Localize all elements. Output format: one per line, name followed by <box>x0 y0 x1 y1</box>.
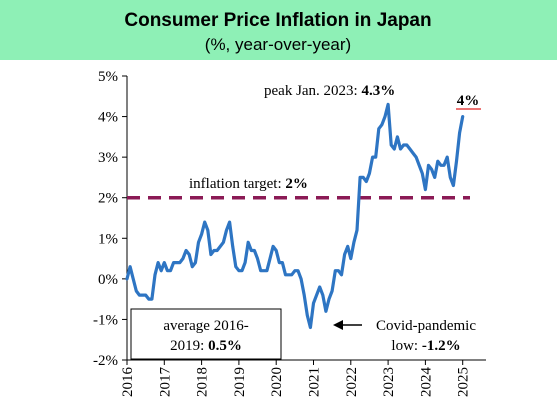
series-group <box>125 102 465 330</box>
y-tick-label: 0% <box>98 272 118 288</box>
y-tick-label: -1% <box>93 312 118 328</box>
average-line1: average 2016- <box>163 318 248 334</box>
target-annotation: inflation target: 2% <box>189 176 308 192</box>
x-tick-label: 2018 <box>195 367 211 397</box>
latest-value-label: 4% <box>457 93 480 109</box>
x-tick-label: 2019 <box>232 367 248 397</box>
y-tick-label: 5% <box>98 69 118 85</box>
peak-annotation-text: peak Jan. 2023: <box>264 83 361 99</box>
y-tick-label: -2% <box>93 353 118 369</box>
y-tick-label: 2% <box>98 191 118 207</box>
x-tick-label: 2017 <box>157 367 173 398</box>
target-annotation-text: inflation target: <box>189 176 285 192</box>
average-line2-text: 2019: <box>170 338 208 354</box>
y-tick-label: 4% <box>98 110 118 126</box>
y-axis-tick-labels: -2% -1% 0% 1% 2% 3% 4% 5% <box>93 69 118 369</box>
y-tick-label: 1% <box>98 231 118 247</box>
covid-line2-text: low: <box>391 338 421 354</box>
x-tick-label: 2016 <box>120 367 136 398</box>
chart-title: Consumer Price Inflation in Japan <box>124 10 431 31</box>
y-tick-label: 3% <box>98 150 118 166</box>
average-line2: 2019: 0.5% <box>170 338 242 354</box>
x-tick-label: 2025 <box>456 367 472 397</box>
covid-line2: low: -1.2% <box>391 338 460 354</box>
average-value: 0.5% <box>208 338 242 354</box>
covid-line1: Covid-pandemic <box>376 318 476 334</box>
average-box <box>130 308 282 360</box>
axes <box>122 75 486 365</box>
target-annotation-value: 2% <box>285 176 308 192</box>
x-tick-label: 2022 <box>344 367 360 397</box>
x-tick-label: 2024 <box>418 367 434 398</box>
x-tick-label: 2020 <box>269 367 285 397</box>
peak-annotation: peak Jan. 2023: 4.3% <box>264 83 395 99</box>
header-band <box>0 0 557 60</box>
x-axis-tick-labels: 2016 2017 2018 2019 2020 2021 2022 2023 2024 2025 <box>120 367 472 398</box>
x-tick-label: 2023 <box>381 367 397 397</box>
cpi-series-line <box>125 102 465 330</box>
covid-value: -1.2% <box>422 338 461 354</box>
covid-arrow-head <box>333 320 343 330</box>
x-tick-label: 2021 <box>307 367 323 397</box>
chart-subtitle: (%, year-over-year) <box>205 35 351 54</box>
peak-annotation-value: 4.3% <box>361 83 395 99</box>
